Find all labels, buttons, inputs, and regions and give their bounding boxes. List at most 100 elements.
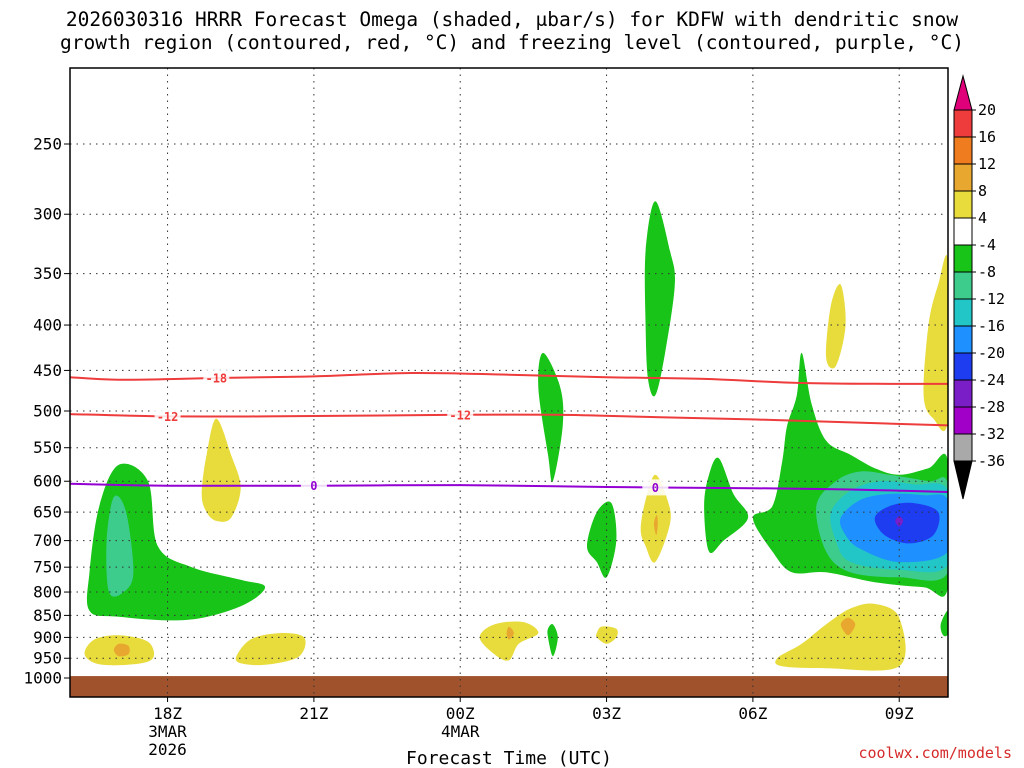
colorbar-swatch-1	[953, 109, 973, 138]
colorbar-label-7: -12	[978, 290, 1005, 308]
colorbar-label-0: 20	[978, 101, 996, 119]
terrain-layer	[70, 676, 948, 697]
y-tick-label-450: 450	[33, 361, 62, 380]
x-axis-label: Forecast Time (UTC)	[406, 748, 612, 768]
omega-region-9	[595, 626, 618, 644]
colorbar-label-12: -32	[978, 425, 1005, 443]
colorbar-label-6: -8	[978, 263, 996, 281]
contour-label-bg-0-0	[300, 477, 327, 494]
colorbar-legend: 20 16 12 8 4 -4 -8 -12 -16 -20 -24 -28 -32 -36	[953, 74, 1005, 500]
colorbar-label-9: -20	[978, 344, 1005, 362]
y-tick-label-350: 350	[33, 264, 62, 283]
y-tick-label-500: 500	[33, 402, 62, 421]
y-tick-label-250: 250	[33, 135, 62, 154]
colorbar-swatch-8	[953, 298, 973, 327]
colorbar-label-5: -4	[978, 236, 996, 254]
omega-region-1	[106, 495, 134, 597]
colorbar-label-11: -28	[978, 398, 1005, 416]
x-tick-label-0-1: 3MAR	[148, 722, 187, 741]
contour-label-bg--18-0	[203, 370, 230, 387]
colorbar-swatch-6	[953, 244, 973, 273]
omega-region-6	[479, 621, 539, 661]
omega-region-10	[538, 352, 564, 483]
colorbar-swatch-4	[953, 190, 973, 219]
contour-label-bg--12-1	[447, 406, 474, 423]
x-tick-label-3-0: 03Z	[592, 704, 621, 723]
contour-label--12-0: -12	[157, 410, 179, 424]
y-tick-label-650: 650	[33, 503, 62, 522]
y-tick-label-600: 600	[33, 472, 62, 491]
contour-line--18	[70, 371, 948, 385]
contour-line--12	[70, 413, 948, 427]
x-tick-label-5-0: 09Z	[885, 704, 914, 723]
source-credit[interactable]: coolwx.com/models	[858, 744, 1012, 762]
contour-label-0-0: 0	[310, 479, 317, 493]
colorbar-arrow-top	[953, 74, 973, 111]
colorbar-swatch-13	[953, 433, 973, 462]
omega-region-11	[587, 501, 617, 578]
colorbar-label-3: 8	[978, 182, 987, 200]
colorbar-arrow-bottom	[953, 460, 973, 500]
omega-region-4	[113, 643, 130, 657]
plot-frame	[69, 67, 949, 698]
colorbar-swatch-2	[953, 136, 973, 165]
omega-region-7	[506, 626, 514, 640]
chart-title: 2026030316 HRRR Forecast Omega (shaded, …	[0, 8, 1024, 54]
omega-region-16	[825, 283, 846, 369]
terrain-ground	[70, 676, 948, 697]
x-tick-label-1-0: 21Z	[299, 704, 328, 723]
omega-region-2	[201, 418, 241, 522]
contour-label--12-1: -12	[449, 408, 471, 422]
colorbar-swatch-10	[953, 352, 973, 381]
y-tick-label-550: 550	[33, 438, 62, 457]
colorbar-swatch-3	[953, 163, 973, 192]
colorbar-swatch-12	[953, 406, 973, 435]
omega-region-25	[923, 254, 948, 432]
colorbar-swatch-9	[953, 325, 973, 354]
omega-region-23	[775, 603, 906, 671]
colorbar-label-1: 16	[978, 128, 996, 146]
y-tick-label-400: 400	[33, 316, 62, 335]
omega-region-14	[644, 201, 675, 397]
title-line-2: growth region (contoured, red, °C) and f…	[60, 31, 964, 54]
contour-label-0-1: 0	[652, 481, 659, 495]
x-tick-label-2-1: 4MAR	[441, 722, 480, 741]
y-axis: 250 300 350 400 450 500 550 600 650 700 750 800 850 9…	[23, 135, 70, 688]
colorbar-label-8: -16	[978, 317, 1005, 335]
y-tick-label-750: 750	[33, 558, 62, 577]
x-tick-label-2-0: 00Z	[446, 704, 475, 723]
x-tick-label-4-0: 06Z	[738, 704, 767, 723]
omega-region-26	[940, 610, 948, 637]
colorbar-label-10: -24	[978, 371, 1005, 389]
contour-lines: -18 -12 -12 0 0	[70, 370, 948, 496]
omega-region-22	[895, 516, 904, 527]
colorbar-label-4: 4	[978, 209, 987, 227]
title-line-1: 2026030316 HRRR Forecast Omega (shaded, …	[65, 8, 959, 31]
omega-region-15	[704, 457, 749, 554]
omega-region-21	[874, 502, 940, 544]
x-tick-label-0-2: 2026	[148, 740, 187, 759]
y-tick-label-1000: 1000	[23, 669, 62, 688]
omega-region-24	[840, 617, 856, 636]
y-tick-label-300: 300	[33, 205, 62, 224]
omega-shading	[84, 201, 948, 671]
x-tick-label-0-0: 18Z	[153, 704, 182, 723]
colorbar-swatch-7	[953, 271, 973, 300]
grid-lines	[70, 68, 948, 697]
omega-region-13	[653, 515, 658, 536]
omega-region-8	[547, 624, 558, 657]
y-tick-label-800: 800	[33, 583, 62, 602]
contour-label-bg-0-1	[642, 479, 669, 496]
contour-label--18-0: -18	[205, 372, 227, 386]
y-tick-label-900: 900	[33, 628, 62, 647]
contour-line-0	[70, 482, 948, 493]
colorbar-label-2: 12	[978, 155, 996, 173]
colorbar-swatch-11	[953, 379, 973, 408]
contour-label-bg--12-0	[154, 408, 181, 425]
colorbar-label-13: -36	[978, 452, 1005, 470]
y-tick-label-950: 950	[33, 649, 62, 668]
y-tick-label-700: 700	[33, 531, 62, 550]
y-tick-label-850: 850	[33, 606, 62, 625]
